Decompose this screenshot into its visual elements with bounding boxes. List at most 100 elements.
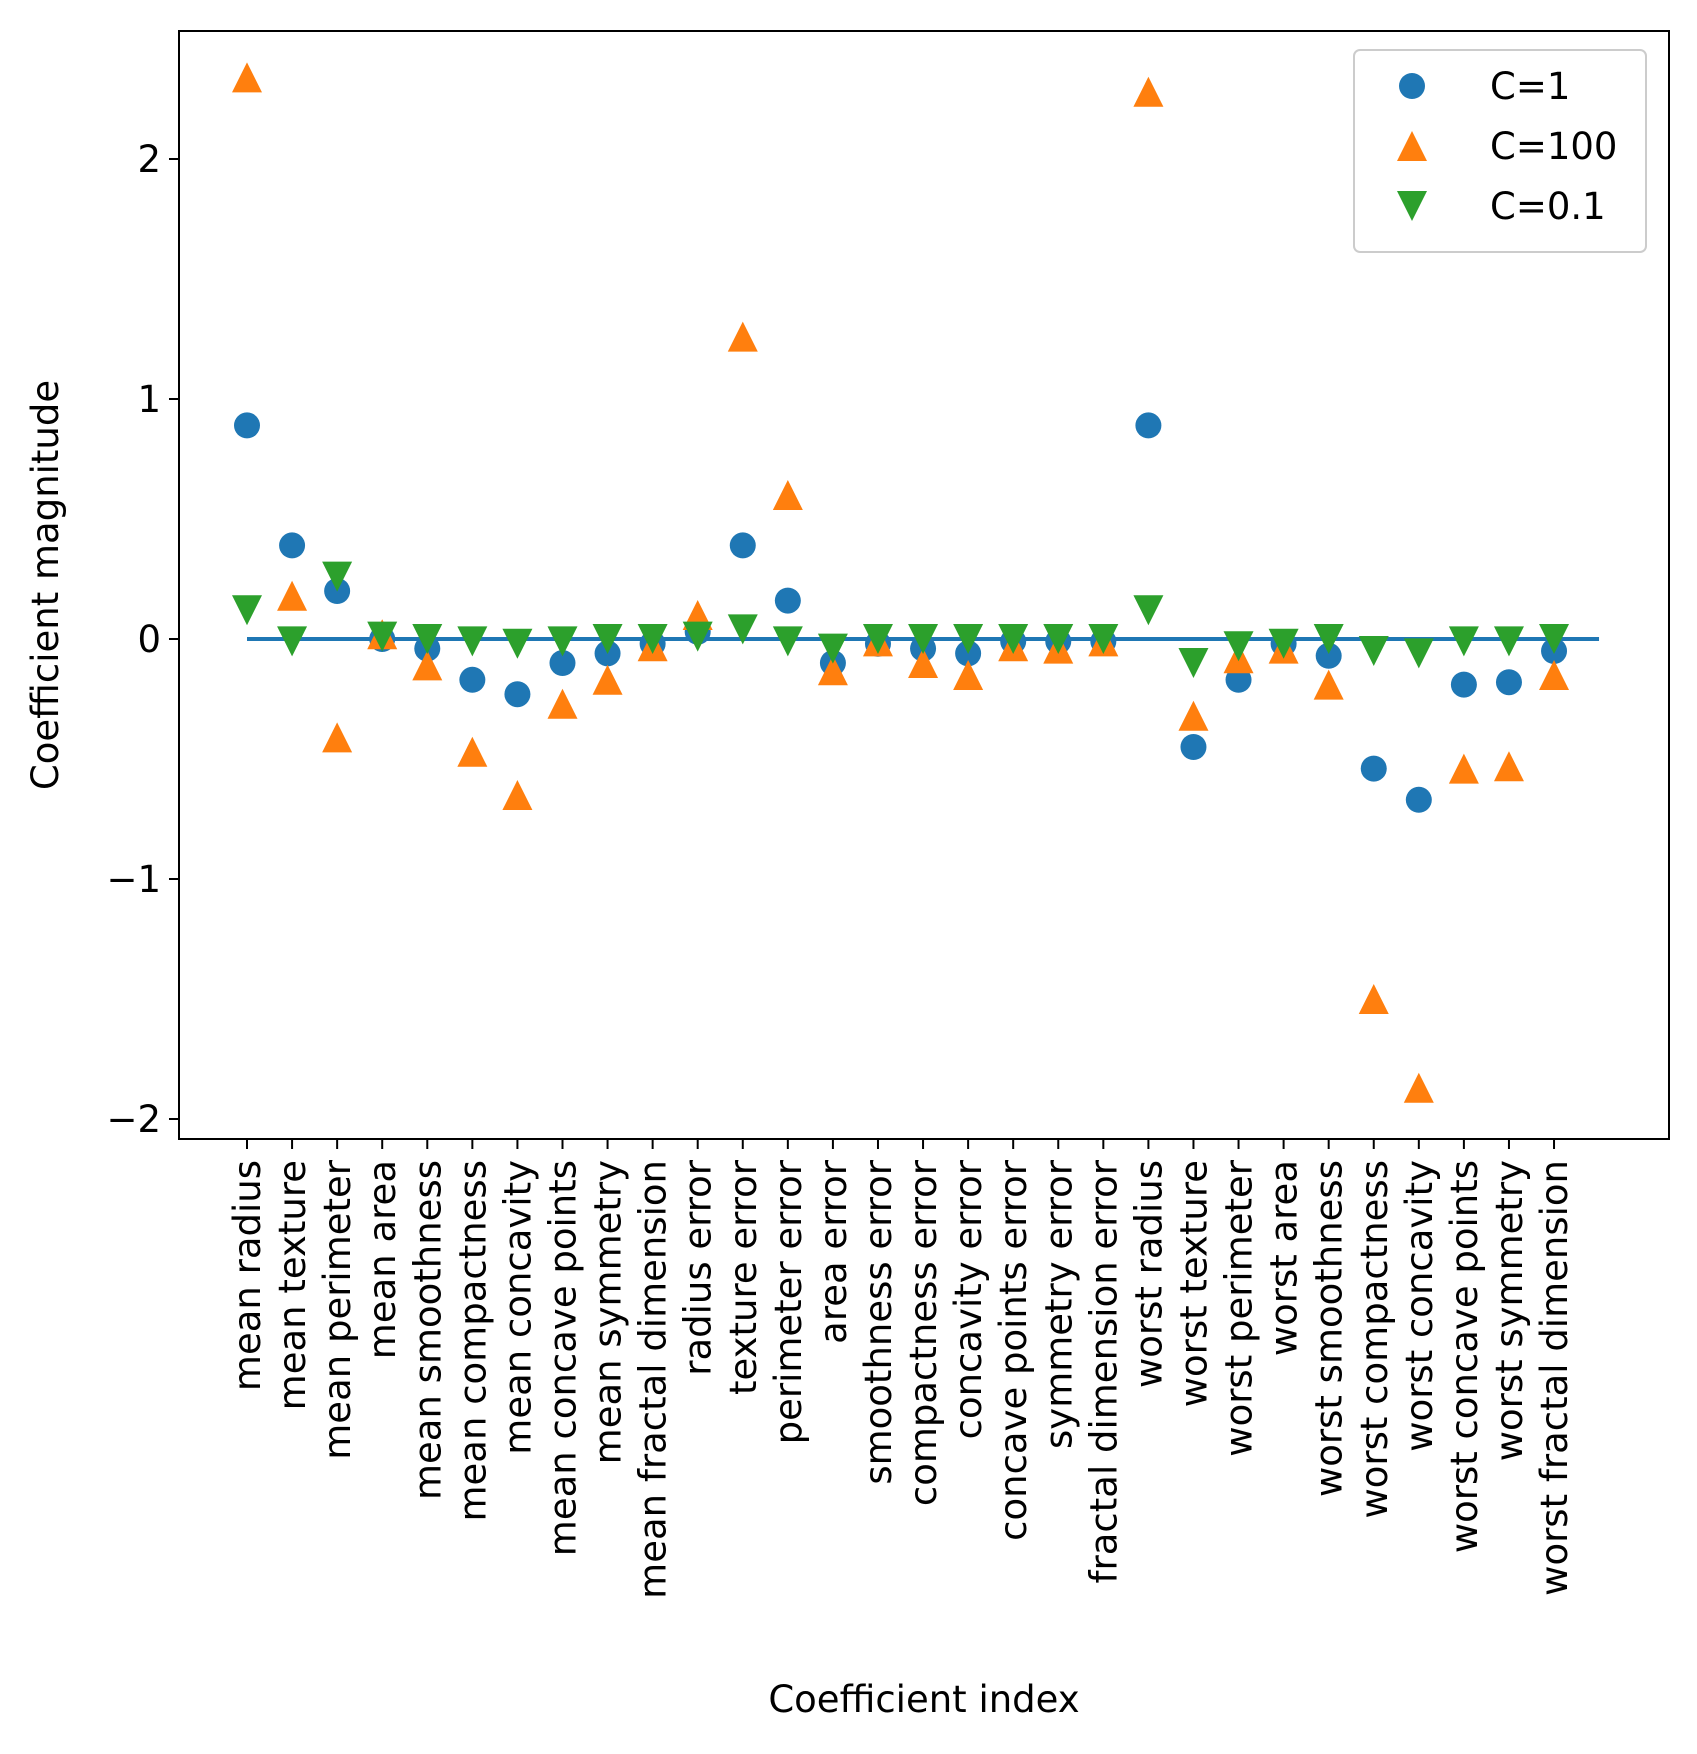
series-c-1 <box>234 412 1568 813</box>
x-tick-label: mean smoothness <box>406 1160 449 1500</box>
y-tick-label: −1 <box>106 858 161 901</box>
data-point <box>1403 1072 1434 1103</box>
data-point <box>727 321 758 352</box>
data-point <box>1180 734 1207 760</box>
data-point <box>998 624 1029 654</box>
x-tick-label: compactness error <box>902 1159 945 1506</box>
y-tick-label: −2 <box>106 1098 161 1141</box>
x-tick-label: symmetry error <box>1037 1159 1080 1449</box>
x-tick-label: worst area <box>1263 1160 1306 1356</box>
data-point <box>1178 648 1209 678</box>
data-point <box>1403 638 1434 669</box>
x-tick-label: mean fractal dimension <box>632 1160 675 1599</box>
data-point <box>817 633 848 664</box>
x-tick-label: perimeter error <box>767 1159 810 1444</box>
data-point <box>1313 624 1344 654</box>
data-point <box>953 660 984 690</box>
data-point <box>1313 669 1344 700</box>
data-point <box>457 626 488 657</box>
data-point <box>592 664 623 695</box>
x-tick-label: worst concavity <box>1398 1160 1441 1452</box>
data-point <box>1223 631 1254 662</box>
data-point <box>367 621 398 652</box>
data-point <box>322 561 353 592</box>
data-point <box>502 628 533 659</box>
y-tick-label: 1 <box>137 378 161 421</box>
x-tick-label: mean radius <box>226 1160 269 1391</box>
x-tick-label: mean perimeter <box>316 1159 359 1460</box>
x-tick-label: concave points error <box>992 1159 1035 1541</box>
data-point <box>412 650 443 681</box>
x-tick-label: area error <box>812 1159 855 1344</box>
legend: C=1 C=100 C=0.1 <box>1353 49 1647 253</box>
legend-marker <box>1397 191 1427 221</box>
data-point <box>412 624 443 654</box>
data-point <box>459 666 486 693</box>
data-point <box>1178 700 1209 731</box>
data-point <box>1088 624 1119 654</box>
data-point <box>1133 76 1164 107</box>
data-point <box>502 780 533 810</box>
data-point <box>1315 642 1342 669</box>
series-c-0-1 <box>232 561 1570 678</box>
legend-marker <box>1399 73 1425 99</box>
data-point <box>322 722 353 753</box>
y-axis: −2 −1 0 1 2 <box>106 138 179 1141</box>
data-point <box>279 532 306 559</box>
data-point <box>637 624 668 654</box>
x-axis: mean radius mean texture mean perimeter mea… <box>226 1139 1576 1599</box>
data-point <box>908 648 939 678</box>
data-point <box>682 621 713 652</box>
x-tick-label: mean area <box>361 1160 404 1359</box>
x-tick-label: radius error <box>677 1159 720 1376</box>
data-point <box>1225 666 1252 693</box>
data-point <box>1358 636 1389 666</box>
data-point <box>772 480 803 510</box>
data-point <box>953 624 984 654</box>
data-point <box>1493 626 1524 657</box>
data-point <box>457 736 488 767</box>
x-tick-label: mean texture <box>271 1160 314 1410</box>
data-point <box>1450 671 1477 698</box>
data-point <box>1360 755 1387 782</box>
x-tick-label: worst smoothness <box>1308 1160 1351 1497</box>
data-point <box>1135 412 1162 439</box>
legend-marker <box>1397 131 1427 161</box>
x-tick-label: mean concavity <box>496 1160 539 1455</box>
data-point <box>1448 626 1479 657</box>
data-point <box>232 62 262 93</box>
x-tick-label: worst symmetry <box>1488 1160 1531 1461</box>
data-point <box>549 650 576 676</box>
data-point <box>1539 660 1570 690</box>
x-tick-label: mean compactness <box>451 1160 494 1522</box>
data-point <box>774 587 801 614</box>
x-tick-label: concavity error <box>947 1159 990 1439</box>
data-point <box>277 580 308 611</box>
data-point <box>234 412 260 439</box>
data-point <box>729 532 756 559</box>
x-tick-label: worst concave points <box>1443 1160 1486 1553</box>
data-point <box>232 595 262 626</box>
data-point <box>1268 628 1299 659</box>
x-tick-label: worst compactness <box>1353 1160 1396 1518</box>
data-point <box>277 626 308 657</box>
data-point <box>1358 984 1389 1014</box>
y-tick-label: 2 <box>137 138 161 181</box>
data-point <box>1495 669 1522 696</box>
y-axis-title: Coefficient magnitude <box>24 380 67 790</box>
data-point <box>504 681 531 708</box>
data-point <box>547 626 578 657</box>
legend-label: C=0.1 <box>1490 185 1606 228</box>
data-point <box>592 624 623 654</box>
x-tick-label: texture error <box>722 1159 765 1395</box>
legend-label: C=1 <box>1490 65 1570 108</box>
data-point <box>1405 786 1432 813</box>
legend-label: C=100 <box>1490 125 1617 168</box>
x-tick-label: worst radius <box>1127 1160 1170 1388</box>
data-point <box>1448 753 1479 784</box>
x-tick-label: smoothness error <box>857 1159 900 1484</box>
data-point <box>727 614 758 645</box>
